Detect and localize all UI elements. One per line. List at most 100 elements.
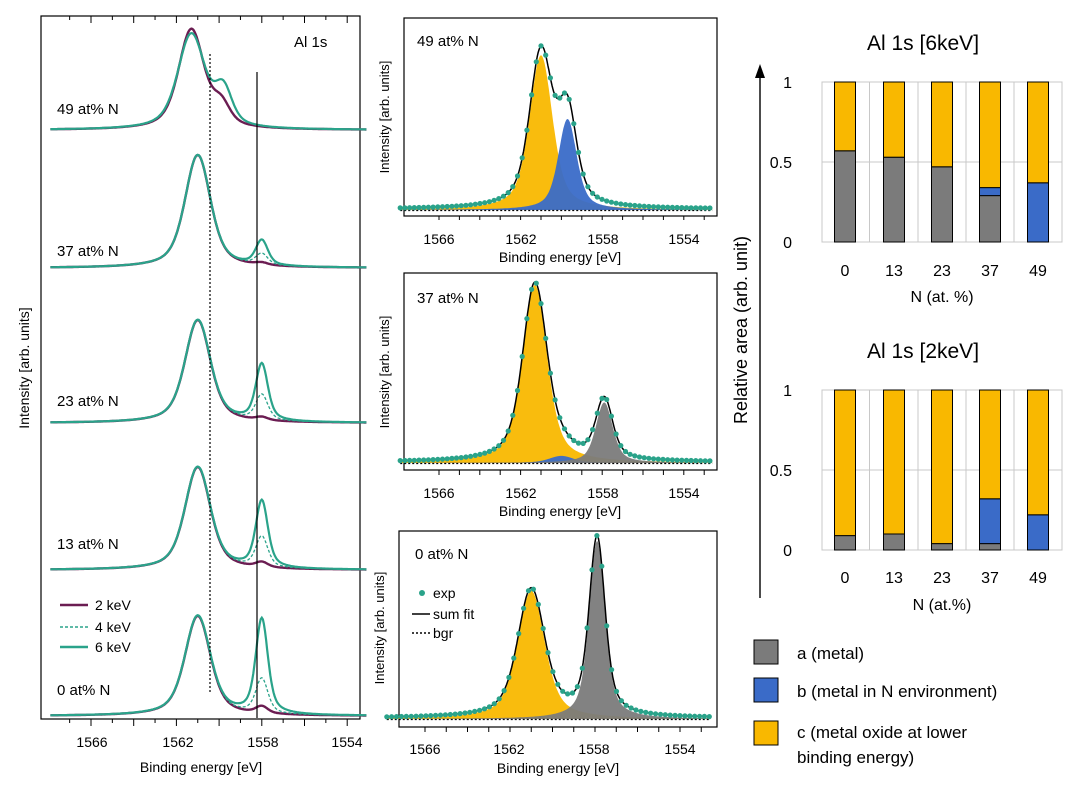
- spectrum-label-37: 37 at% N: [57, 243, 119, 260]
- bar-6kev-xtick-37: 37: [981, 263, 999, 280]
- fit-37-x-label: Binding energy [eV]: [499, 503, 621, 519]
- bar-2kev-ytick-1: 1: [783, 383, 792, 400]
- exp-data-point: [402, 205, 408, 211]
- bar-segment-metal-37: [979, 543, 1001, 551]
- exp-data-point: [580, 171, 586, 177]
- exp-data-point: [557, 415, 563, 421]
- exp-data-point: [505, 428, 511, 434]
- exp-data-point: [486, 199, 492, 205]
- bar-segment-nitride-49: [1027, 514, 1049, 551]
- bar-6kev-x-label: N (at. %): [910, 289, 973, 306]
- exp-data-point: [677, 713, 683, 719]
- exp-data-point: [674, 457, 680, 463]
- exp-data-point: [472, 708, 478, 715]
- exp-data-point: [486, 448, 492, 454]
- bar-2kev-ytick-0: 0: [783, 543, 792, 560]
- exp-data-point: [683, 205, 690, 211]
- legend-label-oxide-line2: binding energy): [797, 748, 914, 767]
- fit-panel-0-label: 0 at% N: [415, 546, 468, 563]
- exp-data-point: [501, 688, 507, 694]
- fit-49-tick-1562: 1562: [505, 231, 536, 247]
- exp-data-point: [641, 203, 647, 209]
- exp-data-point: [397, 458, 403, 464]
- bar-2kev-xtick-0: 0: [841, 570, 850, 587]
- exp-data-point: [530, 586, 537, 592]
- exp-data-point: [402, 457, 408, 464]
- bar-segment-nitride-49: [1027, 182, 1049, 243]
- bar-chart-6kev-bars: [821, 81, 1063, 243]
- exp-data-point: [604, 623, 610, 629]
- exp-data-point: [453, 455, 460, 461]
- exp-data-point: [646, 203, 652, 210]
- exp-data-point: [660, 204, 666, 210]
- exp-data-point: [547, 370, 554, 376]
- exp-data-point: [452, 711, 458, 717]
- exp-data-point: [569, 690, 576, 696]
- exp-data-point: [458, 455, 464, 461]
- exp-data-point: [585, 184, 591, 190]
- exp-data-point: [683, 457, 690, 463]
- bar-segment-oxide-13: [883, 389, 905, 535]
- exp-data-point: [486, 704, 492, 710]
- exp-data-point: [389, 714, 395, 720]
- exp-data-point: [425, 457, 431, 463]
- fit-37-tick-1558: 1558: [587, 485, 618, 501]
- exp-data-point: [540, 625, 546, 632]
- legend-swatch-nitride: [753, 677, 779, 703]
- exp-data-point: [560, 688, 566, 694]
- exp-data-point: [599, 395, 605, 401]
- exp-data-point: [622, 202, 629, 208]
- bar-6kev-xtick-13: 13: [885, 263, 903, 280]
- bar-segment-oxide-37: [979, 389, 1001, 500]
- exp-data-point: [463, 454, 469, 460]
- fit-0-tick-1562: 1562: [493, 741, 524, 757]
- exp-data-point: [421, 457, 427, 463]
- exp-data-point: [646, 455, 652, 461]
- exp-data-point: [514, 173, 521, 179]
- bar-segment-oxide-0: [834, 389, 856, 537]
- exp-data-point: [701, 713, 708, 720]
- spectrum-label-13: 13 at% N: [57, 536, 119, 553]
- exp-data-point: [453, 203, 460, 209]
- exp-data-point: [697, 205, 704, 211]
- exp-data-point: [575, 440, 582, 446]
- fit-0-tick-1566: 1566: [409, 741, 440, 757]
- exp-data-point: [407, 457, 413, 463]
- bar-6kev-xtick-23: 23: [933, 263, 951, 280]
- legend-label-exp: exp: [433, 585, 456, 601]
- bar-2kev-xtick-49: 49: [1029, 570, 1047, 587]
- tick-label-1562: 1562: [162, 734, 193, 750]
- panel-a-tick-labels: 1566 1562 1558 1554: [76, 734, 362, 750]
- panel-a-ticks: [69, 16, 348, 726]
- fit-component-b: [400, 455, 713, 463]
- fit-legend: exp sum fit bgr: [412, 585, 474, 641]
- legend-label-nitride: b (metal in N environment): [797, 682, 997, 701]
- exp-data-point: [561, 426, 568, 432]
- exp-data-point: [693, 458, 699, 464]
- exp-data-point: [514, 387, 521, 394]
- exp-data-point: [403, 713, 409, 720]
- exp-data-point: [682, 713, 688, 719]
- bar-2kev-xtick-37: 37: [981, 570, 999, 587]
- exp-data-point: [665, 457, 671, 463]
- fit-37-y-label: Intensity [arb. units]: [377, 316, 392, 429]
- exp-data-point: [462, 710, 468, 716]
- bar-6kev-xtick-0: 0: [841, 263, 850, 280]
- spectrum-curve-6kev: [50, 614, 367, 717]
- exp-data-point: [496, 443, 502, 449]
- exp-data-point: [604, 198, 610, 204]
- exp-data-point: [525, 588, 532, 594]
- bar-chart-2kev-title: Al 1s [2keV]: [867, 340, 979, 363]
- spectrum-curve-6kev: [50, 318, 367, 424]
- exp-data-point: [472, 201, 478, 207]
- exp-data-point: [669, 204, 676, 210]
- exp-data-point: [589, 567, 595, 573]
- exp-data-point: [384, 714, 390, 720]
- exp-data-point: [594, 533, 600, 539]
- exp-data-point: [555, 681, 561, 687]
- fit-panel-37: 37 at% N 1566 1562 1558 1554 Binding ene…: [377, 272, 718, 519]
- exp-data-point: [702, 205, 708, 211]
- exp-data-point: [519, 155, 525, 161]
- exp-data-point: [529, 92, 535, 98]
- exp-data-point: [411, 205, 417, 211]
